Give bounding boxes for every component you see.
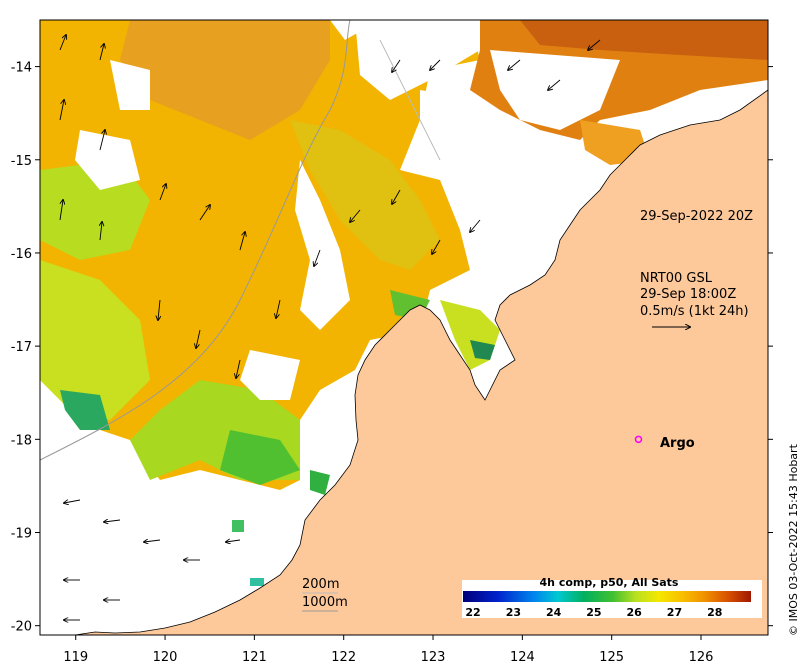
x-tick-label: 123 (421, 650, 446, 665)
y-tick-label: -20 (11, 620, 32, 635)
isobath-1000m (40, 20, 351, 461)
x-tick-label: 119 (63, 650, 88, 665)
colorbar-tick-label: 23 (506, 606, 521, 619)
x-tick-label: 126 (689, 650, 714, 665)
y-tick-label: -17 (11, 340, 32, 355)
sst-field (40, 20, 768, 586)
x-tick-label: 120 (153, 650, 178, 665)
y-tick-label: -19 (11, 527, 32, 542)
colorbar-tick-label: 25 (586, 606, 601, 619)
isobath-1000m-label: 1000m (302, 595, 348, 610)
current-time-label: 29-Sep 18:00Z (640, 287, 736, 302)
current-scale-label: 0.5m/s (1kt 24h) (640, 304, 749, 319)
y-tick-label: -16 (11, 247, 32, 262)
x-tick-label: 122 (331, 650, 356, 665)
colorbar-tick-label: 28 (707, 606, 722, 619)
timestamp-label: 29-Sep-2022 20Z (640, 209, 753, 224)
y-tick-label: -18 (11, 433, 32, 448)
cloud-gaps (75, 20, 620, 400)
colorbar-tick-label: 27 (667, 606, 682, 619)
x-tick-label: 124 (510, 650, 535, 665)
x-tick-label: 125 (599, 650, 624, 665)
y-tick-label: -14 (11, 61, 32, 76)
y-tick-label: -15 (11, 154, 32, 169)
colorbar-tick-label: 22 (465, 606, 480, 619)
current-source-label: NRT00 GSL (640, 271, 713, 286)
y-axis: -14 -15 -16 -17 -18 -19 -20 (11, 61, 773, 635)
isobath-200m (379, 39, 441, 161)
current-vectors (59, 35, 601, 620)
x-axis: 119 120 121 122 123 124 125 126 (63, 635, 713, 665)
argo-float-marker[interactable] (634, 435, 643, 444)
x-tick-label: 121 (242, 650, 267, 665)
colorbar-tick-label: 26 (627, 606, 643, 619)
plot-frame (39, 19, 769, 636)
land-mass (40, 89, 768, 635)
colorbar-gradient (463, 591, 751, 602)
colorbar-tick-label: 24 (546, 606, 562, 619)
isobath-200m-label: 200m (302, 577, 339, 592)
argo-label: Argo (660, 436, 695, 451)
colorbar: 4h comp, p50, All Sats 22 23 24 25 26 27 28 (462, 576, 762, 619)
credit-label: © IMOS 03-Oct-2022 15:43 Hobart (787, 443, 800, 636)
colorbar-title: 4h comp, p50, All Sats (540, 576, 679, 589)
